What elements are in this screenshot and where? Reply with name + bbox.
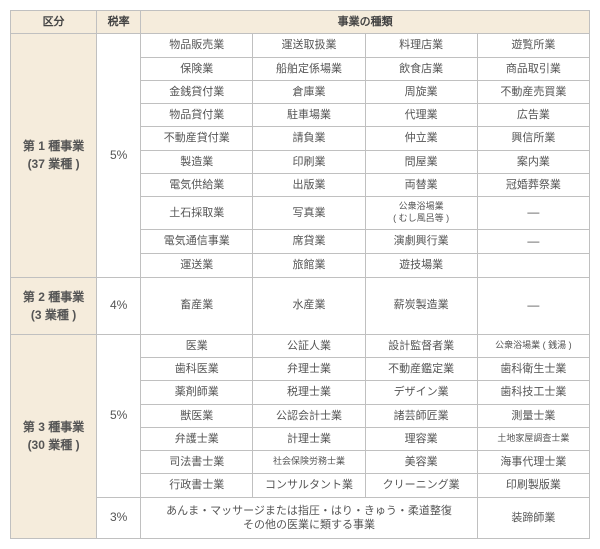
- business-tax-table: 区分 税率 事業の種類 第 1 種事業 (37 業種 ) 5% 物品販売業 運送…: [10, 10, 590, 539]
- cell: 興信所業: [477, 127, 589, 150]
- cell: 計理士業: [253, 427, 365, 450]
- cell: 料理店業: [365, 34, 477, 57]
- header-row: 区分 税率 事業の種類: [11, 11, 590, 34]
- cell: 不動産鑑定業: [365, 357, 477, 380]
- header-category: 区分: [11, 11, 97, 34]
- cell: 歯科医業: [141, 357, 253, 380]
- cell: 不動産売買業: [477, 80, 589, 103]
- cell: 出版業: [253, 174, 365, 197]
- header-type: 事業の種類: [141, 11, 590, 34]
- category-name: 第 1 種事業: [23, 139, 84, 153]
- table-row: 3% あんま・マッサージまたは指圧・はり・きゅう・柔道整復 その他の医業に類する…: [11, 497, 590, 539]
- cell: 弁護士業: [141, 427, 253, 450]
- cell: 畜産業: [141, 277, 253, 334]
- cell: 印刷業: [253, 150, 365, 173]
- category-count: (30 業種 ): [28, 438, 80, 452]
- cell: 行政書士業: [141, 474, 253, 497]
- cell: 飲食店業: [365, 57, 477, 80]
- category-3-rate-b: 3%: [97, 497, 141, 539]
- cell: 諸芸師匠業: [365, 404, 477, 427]
- cell: 司法書士業: [141, 451, 253, 474]
- cell: 船舶定係場業: [253, 57, 365, 80]
- cell: 両替業: [365, 174, 477, 197]
- cell: 商品取引業: [477, 57, 589, 80]
- cell: 医業: [141, 334, 253, 357]
- cell: 電気供給業: [141, 174, 253, 197]
- cell: 公衆浴場業 ( 銭湯 ): [477, 334, 589, 357]
- cell-line2: ( むし風呂等 ): [393, 213, 449, 223]
- cell: 問屋業: [365, 150, 477, 173]
- category-name: 第 2 種事業: [23, 290, 84, 304]
- cell: 周旋業: [365, 80, 477, 103]
- cell: 公証人業: [253, 334, 365, 357]
- table-row: 第 3 種事業 (30 業種 ) 5% 医業 公証人業 設計監督者業 公衆浴場業…: [11, 334, 590, 357]
- cell: 弁理士業: [253, 357, 365, 380]
- cell: 薬剤師業: [141, 381, 253, 404]
- cell: ―: [477, 277, 589, 334]
- cell: 装蹄師業: [477, 497, 589, 539]
- cell: 理容業: [365, 427, 477, 450]
- category-count: (37 業種 ): [28, 157, 80, 171]
- cell: 公衆浴場業 ( むし風呂等 ): [365, 197, 477, 229]
- cell: ―: [477, 229, 589, 254]
- cell: 獣医業: [141, 404, 253, 427]
- cell: 代理業: [365, 104, 477, 127]
- cell: 電気通信事業: [141, 229, 253, 254]
- cell: 公認会計士業: [253, 404, 365, 427]
- cell-note: あんま・マッサージまたは指圧・はり・きゅう・柔道整復 その他の医業に類する事業: [141, 497, 478, 539]
- cell: 土石採取業: [141, 197, 253, 229]
- cell: 運送取扱業: [253, 34, 365, 57]
- cell: 運送業: [141, 254, 253, 277]
- cell-line1: 公衆浴場業: [399, 201, 444, 211]
- cell: 税理士業: [253, 381, 365, 404]
- category-3-label: 第 3 種事業 (30 業種 ): [11, 334, 97, 539]
- cell: ―: [477, 197, 589, 229]
- cell: 物品販売業: [141, 34, 253, 57]
- category-2-rate: 4%: [97, 277, 141, 334]
- category-3-rate-a: 5%: [97, 334, 141, 497]
- cell: 金銭貸付業: [141, 80, 253, 103]
- category-count: (3 業種 ): [31, 308, 76, 322]
- category-name: 第 3 種事業: [23, 420, 84, 434]
- category-1-label: 第 1 種事業 (37 業種 ): [11, 34, 97, 277]
- cell: 冠婚葬祭業: [477, 174, 589, 197]
- cell: 海事代理士業: [477, 451, 589, 474]
- cell: 製造業: [141, 150, 253, 173]
- cell: 美容業: [365, 451, 477, 474]
- cell: 社会保険労務士業: [253, 451, 365, 474]
- cell: 保険業: [141, 57, 253, 80]
- category-1-rate: 5%: [97, 34, 141, 277]
- cell: 物品貸付業: [141, 104, 253, 127]
- cell: 印刷製版業: [477, 474, 589, 497]
- cell: 席貸業: [253, 229, 365, 254]
- cell: 遊技場業: [365, 254, 477, 277]
- cell: 測量士業: [477, 404, 589, 427]
- header-rate: 税率: [97, 11, 141, 34]
- cell-empty: [477, 254, 589, 277]
- cell: 演劇興行業: [365, 229, 477, 254]
- cell: 設計監督者業: [365, 334, 477, 357]
- cell: 歯科衛生士業: [477, 357, 589, 380]
- cell: 水産業: [253, 277, 365, 334]
- table-row: 第 2 種事業 (3 業種 ) 4% 畜産業 水産業 薪炭製造業 ―: [11, 277, 590, 334]
- cell: 倉庫業: [253, 80, 365, 103]
- cell: 請負業: [253, 127, 365, 150]
- category-2-label: 第 2 種事業 (3 業種 ): [11, 277, 97, 334]
- cell: 案内業: [477, 150, 589, 173]
- cell: 広告業: [477, 104, 589, 127]
- cell: 遊覧所業: [477, 34, 589, 57]
- cell: 駐車場業: [253, 104, 365, 127]
- table-row: 第 1 種事業 (37 業種 ) 5% 物品販売業 運送取扱業 料理店業 遊覧所…: [11, 34, 590, 57]
- cell: 土地家屋調査士業: [477, 427, 589, 450]
- cell: デザイン業: [365, 381, 477, 404]
- cell: 仲立業: [365, 127, 477, 150]
- cell: 薪炭製造業: [365, 277, 477, 334]
- cell: コンサルタント業: [253, 474, 365, 497]
- cell: 歯科技工士業: [477, 381, 589, 404]
- cell: 不動産貸付業: [141, 127, 253, 150]
- cell: 旅館業: [253, 254, 365, 277]
- cell: クリーニング業: [365, 474, 477, 497]
- cell: 写真業: [253, 197, 365, 229]
